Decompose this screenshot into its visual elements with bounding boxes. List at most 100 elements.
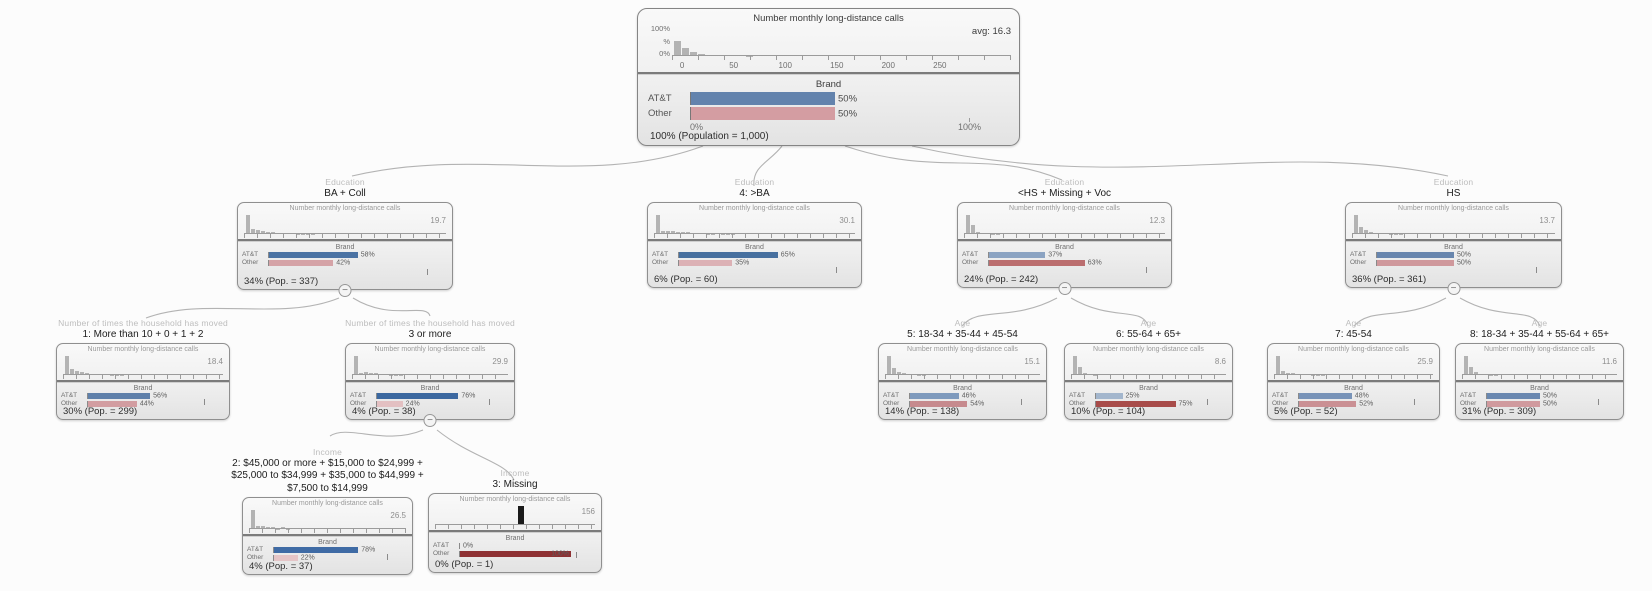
collapse-button[interactable]: − [1447, 282, 1460, 295]
tree-node-n8[interactable]: Age 6: 55-64 + 65+ Number monthly long-dis… [1064, 318, 1233, 420]
other-pct-label: 63% [1087, 259, 1102, 267]
node-split-variable: Age [1345, 317, 1362, 328]
other-bar-track: 35% [678, 259, 831, 266]
other-label: Other [247, 553, 264, 561]
mini-histogram: Number monthly long-distance calls 18.4 [57, 344, 229, 380]
tree-node-n3[interactable]: Education <HS + Missing + Voc Number month… [957, 177, 1172, 295]
cursor-tick [427, 269, 428, 275]
tree-node-n12[interactable]: Income 3: Missing Number monthly long-dist… [428, 468, 602, 573]
att-bar-track: 78% [273, 547, 382, 554]
section-divider [958, 239, 1171, 242]
tree-node-n5[interactable]: Number of times the household has moved 1… [56, 318, 230, 420]
cursor-tick [1414, 399, 1415, 405]
histogram-value-label: 25.9 [1417, 357, 1433, 366]
histogram-bar [966, 215, 970, 234]
node-label: Age 8: 18-34 + 35-44 + 55-64 + 65+ [1470, 318, 1609, 341]
att-bar [691, 92, 835, 105]
node-split-value: HS [1446, 187, 1461, 199]
tree-node-n11[interactable]: Income 2: $45,000 or more + $15,000 to $2… [231, 447, 424, 575]
histogram-bar [1281, 370, 1285, 375]
histogram-axis [964, 233, 1165, 238]
collapse-button[interactable]: − [423, 414, 437, 427]
tree-node-root[interactable]: 100%% 0% Number monthly long-distance call… [637, 8, 1020, 146]
att-bar-track: 50% [690, 92, 979, 105]
histogram-bars [966, 215, 1165, 234]
att-bar [274, 547, 359, 554]
edge-n6-n12 [436, 429, 515, 481]
other-label: Other [1069, 399, 1086, 407]
node-footer: 4% (Pop. = 37) [249, 561, 313, 572]
att-row: AT&T 50% [648, 92, 1019, 105]
other-row: Other 52% [1272, 400, 1439, 407]
att-label: AT&T [1069, 392, 1086, 399]
histogram-bar [1354, 215, 1358, 234]
node-box: Number monthly long-distance calls 19.7 Br… [237, 202, 453, 290]
brand-title: Brand [745, 244, 764, 251]
histogram-bar [1286, 372, 1290, 375]
collapse-button[interactable]: − [338, 284, 352, 297]
tree-node-n4[interactable]: Education HS Number monthly long-distance … [1345, 177, 1562, 295]
att-label: AT&T [652, 251, 669, 258]
edge-root-n3 [844, 145, 1063, 181]
att-bar [910, 393, 959, 400]
histogram-bar [671, 231, 675, 234]
node-footer: 4% (Pop. = 38) [352, 406, 416, 417]
section-divider [243, 534, 412, 537]
node-footer: 24% (Pop. = 242) [964, 274, 1039, 285]
node-split-value: 6: 55-64 + 65+ [1115, 328, 1182, 340]
node-box: Number monthly long-distance calls 11.6 Br… [1455, 343, 1624, 420]
att-bar-track: 0% [459, 543, 571, 550]
node-label: Age 7: 45-54 [1335, 318, 1372, 341]
att-bar [1487, 393, 1540, 400]
collapse-button[interactable]: − [1058, 282, 1071, 295]
histogram-value-label: 8.6 [1214, 357, 1226, 366]
histogram-bar [65, 356, 69, 375]
histogram-title: Number monthly long-distance calls [1298, 346, 1409, 353]
histogram-bar [656, 215, 660, 234]
tree-node-n9[interactable]: Age 7: 45-54 Number monthly long-distance … [1267, 318, 1440, 420]
node-label: Education BA + Coll [324, 177, 365, 200]
att-label: AT&T [350, 392, 367, 399]
att-row: AT&T 0% [433, 542, 601, 550]
histogram-axis [249, 528, 406, 533]
brand-panel: Brand AT&T 58% Other 42% [238, 242, 452, 289]
brand-title: Brand [335, 244, 355, 251]
tree-node-n2[interactable]: Education 4: >BA Number monthly long-dista… [647, 177, 862, 288]
mini-histogram: Number monthly long-distance calls 8.6 [1065, 344, 1232, 380]
section-divider [879, 380, 1046, 383]
tree-node-n7[interactable]: Age 5: 18-34 + 35-44 + 45-54 Number monthl… [878, 318, 1047, 420]
other-row: Other 44% [61, 400, 229, 408]
att-label: AT&T [247, 546, 264, 553]
x-tick-label: 250 [933, 61, 947, 70]
other-pct-label: 22% [300, 554, 315, 562]
other-bar [269, 259, 334, 266]
x-tick-label: 100 [778, 61, 792, 70]
other-bar-track: 54% [909, 400, 1016, 407]
histogram-bars [674, 27, 1009, 56]
mini-histogram: Number monthly long-distance calls 19.7 [238, 203, 452, 239]
histogram-value-label: 30.1 [839, 216, 855, 225]
histogram-value-label: 19.7 [430, 216, 446, 225]
tree-node-n1[interactable]: Education BA + Coll Number monthly long-di… [237, 177, 453, 297]
histogram-bar [80, 372, 84, 375]
other-row: Other 22% [247, 553, 412, 562]
att-bar-track: 37% [988, 252, 1141, 259]
histogram-bar [976, 231, 980, 234]
histogram-bar [251, 228, 255, 234]
histogram-value-label: 156 [581, 507, 595, 516]
other-pct-label: 50% [1543, 400, 1558, 408]
histogram-average-label: avg: 16.3 [971, 26, 1011, 37]
att-pct-label: 50% [838, 93, 858, 104]
other-pct-label: 44% [139, 400, 154, 408]
histogram-value-label: 13.7 [1539, 216, 1555, 225]
node-label: Income 3: Missing [492, 468, 537, 491]
node-split-variable: Education [1433, 176, 1474, 187]
histogram-bars [1464, 356, 1617, 375]
other-bar [274, 554, 298, 561]
tree-node-n6[interactable]: Number of times the household has moved 3… [345, 318, 515, 427]
tree-node-n10[interactable]: Age 8: 18-34 + 35-44 + 55-64 + 65+ Number … [1455, 318, 1624, 420]
node-split-value: <HS + Missing + Voc [1017, 187, 1112, 199]
brand-title: Brand [133, 385, 153, 392]
other-bar-track: 24% [376, 400, 484, 407]
att-label: AT&T [61, 392, 78, 399]
